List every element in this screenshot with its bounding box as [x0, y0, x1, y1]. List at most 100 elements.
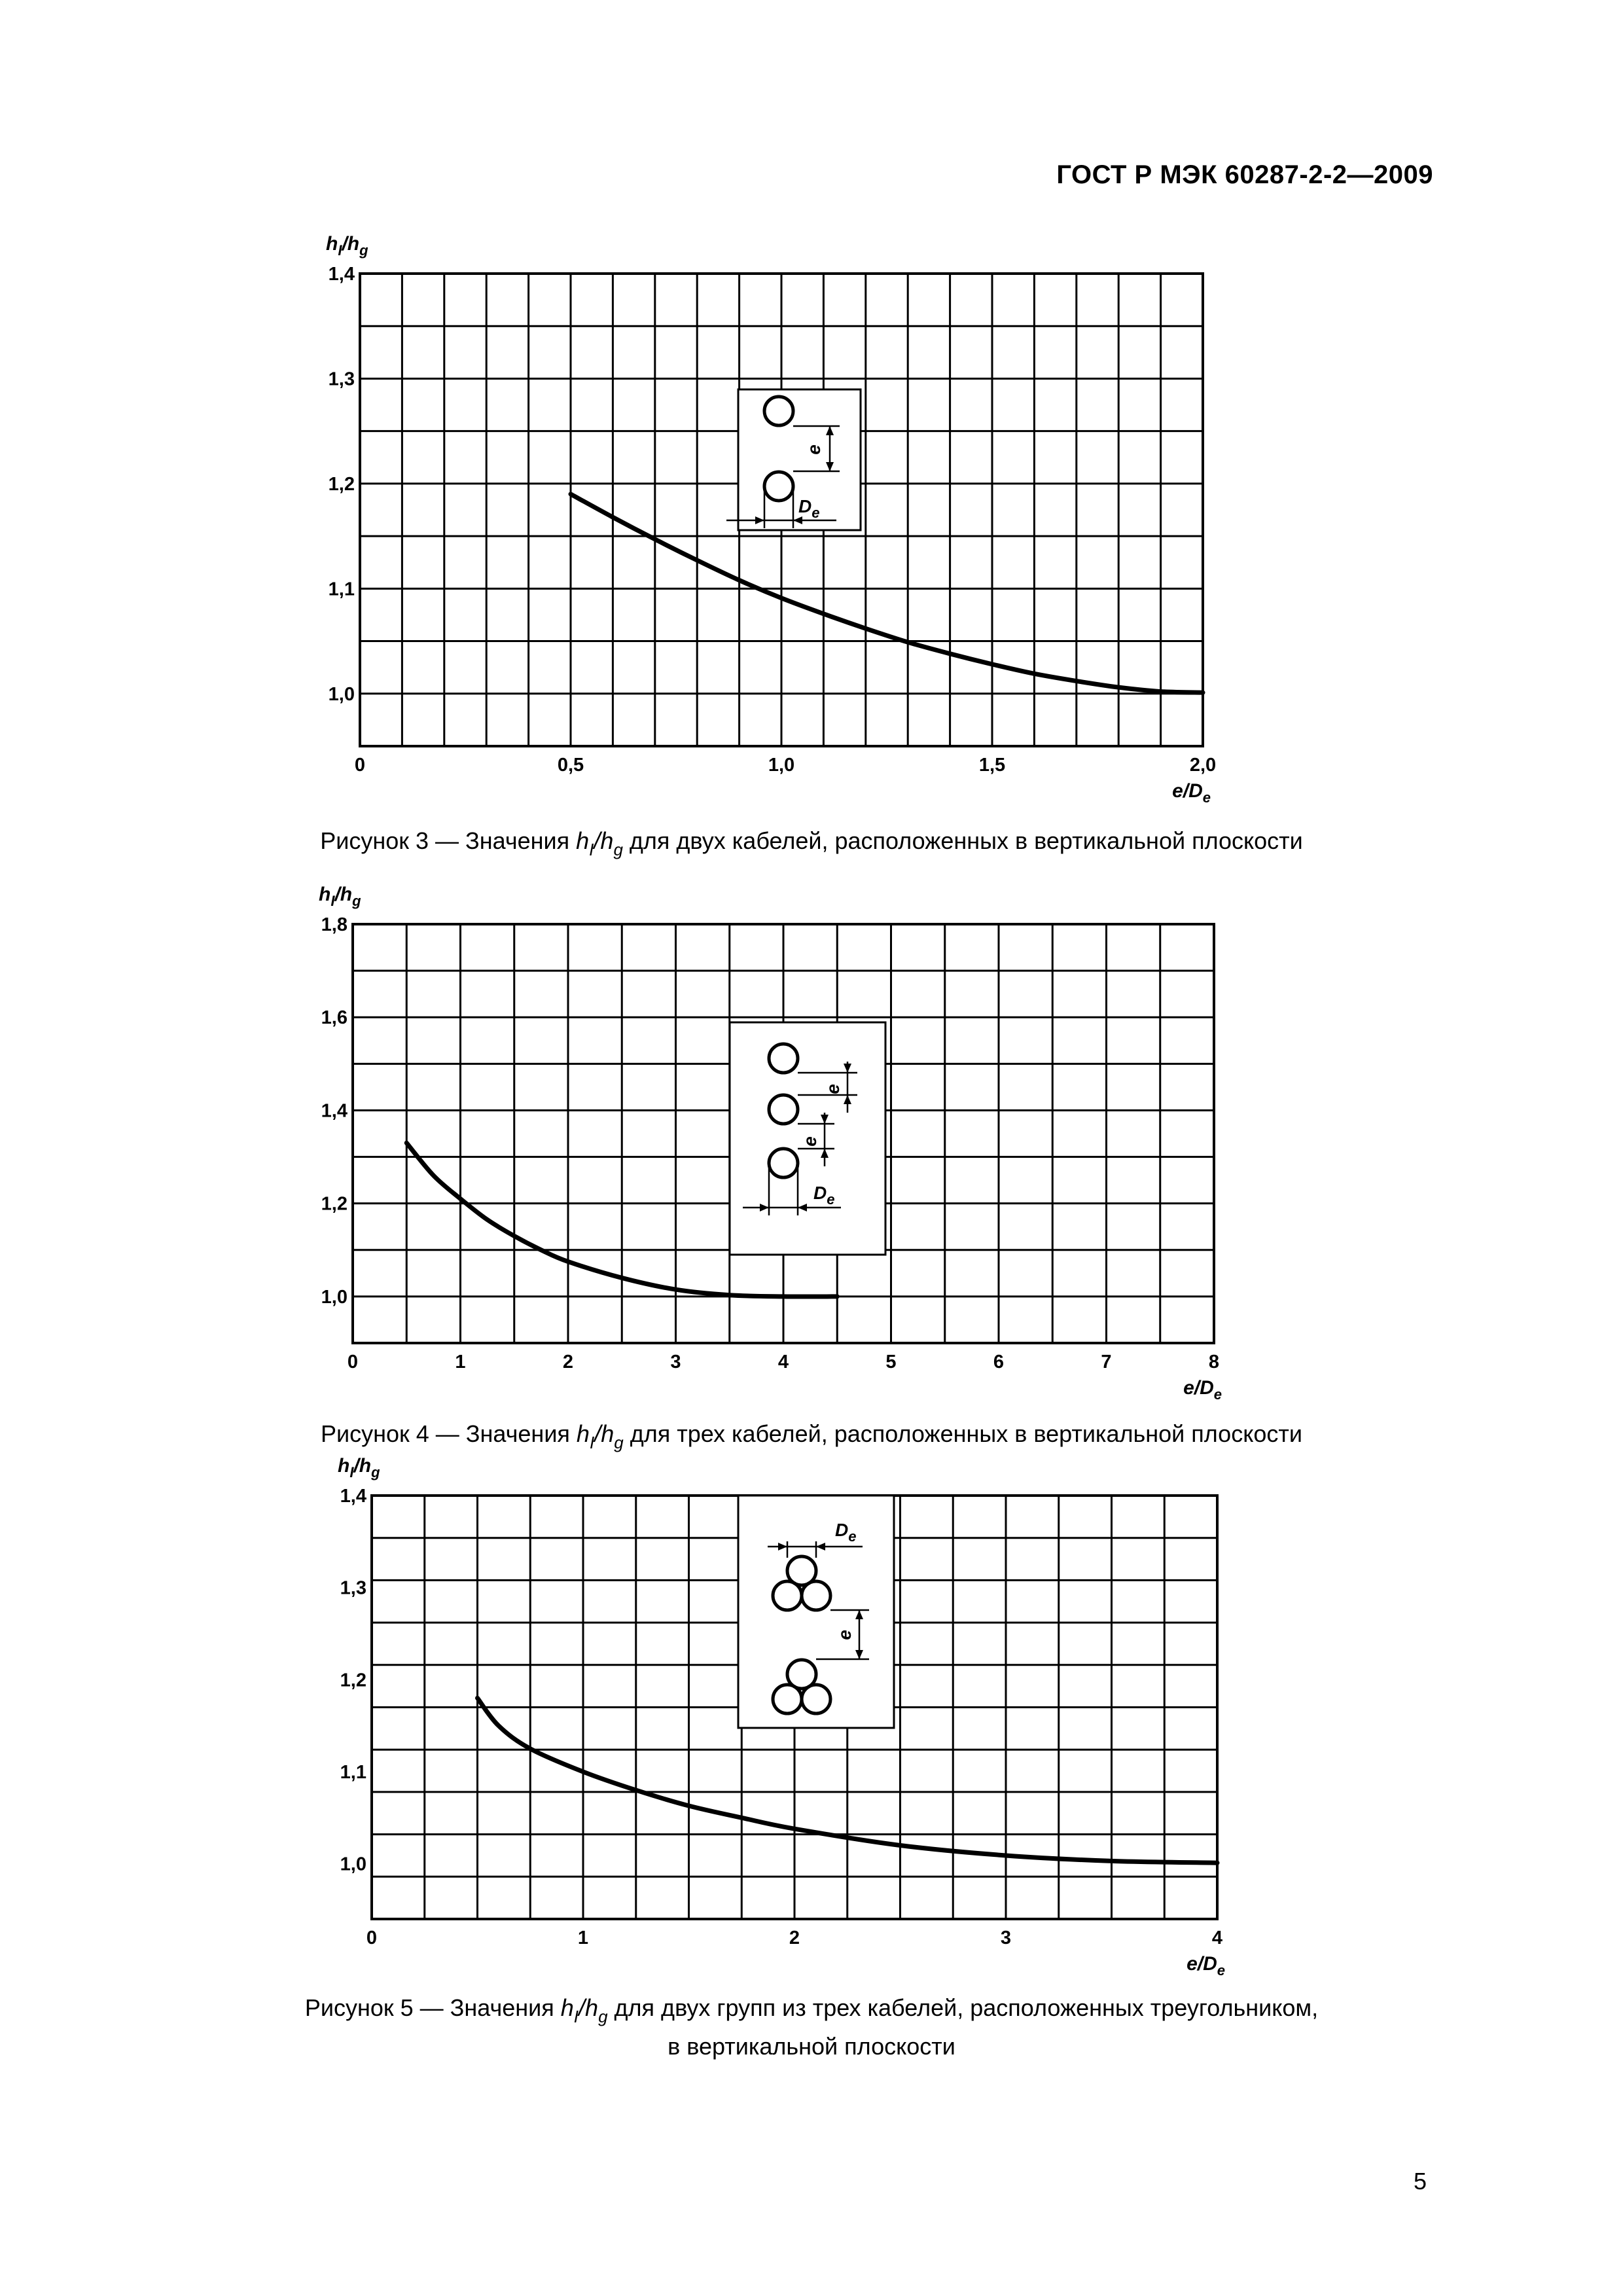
x-tick-label: 0,5: [558, 755, 584, 776]
inset-e-label: e: [804, 444, 824, 455]
x-tick-label: 0: [366, 1928, 377, 1948]
inset-box: [737, 388, 862, 531]
y-tick-label: 1,2: [329, 474, 355, 495]
x-tick-label: 3: [670, 1352, 681, 1372]
caption-text-after: для двух групп из трех кабелей, располож…: [607, 1994, 1319, 2021]
x-tick-label: 2: [563, 1352, 573, 1372]
y-tick-label: 1,1: [329, 579, 355, 600]
x-tick-label: 5: [885, 1352, 896, 1372]
y-axis-label-sub-g: g: [370, 1464, 380, 1480]
caption-h: h: [576, 827, 590, 854]
inset-e-label: e: [800, 1136, 820, 1147]
x-axis-label-main: e/D: [1183, 1377, 1214, 1399]
caption-text-before: Рисунок 4 — Значения: [321, 1420, 577, 1447]
plot-frame: [359, 272, 1204, 747]
caption-h: h: [560, 1994, 574, 2021]
caption-sub-g: g: [598, 2007, 608, 2026]
page-number: 5: [1413, 2168, 1427, 2195]
y-axis-label-sub-i: I: [330, 893, 335, 909]
arrowhead: [798, 1204, 807, 1211]
y-axis-label: hI/hg: [319, 884, 361, 909]
inset-de-main: D: [798, 496, 812, 516]
y-axis-label-h2: h: [340, 884, 352, 905]
y-tick-label: 1,2: [321, 1194, 348, 1215]
inset-de-sub: e: [827, 1191, 834, 1208]
cable-circle: [800, 1683, 832, 1715]
series-line: [475, 1695, 1220, 1865]
arrowhead: [821, 1115, 829, 1124]
x-axis-label-sub: e: [1217, 1962, 1225, 1979]
x-axis-label: e/De: [1186, 1953, 1225, 1979]
caption-slash: /: [594, 1420, 601, 1447]
figure-4-caption: Рисунок 4 — Значения hI/hg для трех кабе…: [0, 1419, 1623, 1458]
y-tick-label: 1,6: [321, 1007, 348, 1028]
y-tick-label: 1,0: [340, 1854, 366, 1875]
arrowhead: [760, 1204, 769, 1211]
series-line: [404, 1140, 840, 1299]
y-tick-label: 1,0: [321, 1287, 348, 1308]
x-tick-label: 1,0: [768, 755, 794, 776]
caption-h2: h: [600, 827, 614, 854]
arrowhead: [855, 1610, 863, 1619]
y-tick-label: 1,3: [329, 368, 355, 389]
caption-text-after: для двух кабелей, расположенных в вертик…: [622, 827, 1303, 854]
arrowhead: [855, 1650, 863, 1659]
inset-de-label: De: [813, 1183, 834, 1208]
inset-de-label: De: [798, 496, 819, 521]
caption-sub-i: I: [589, 840, 594, 859]
x-tick-label: 2,0: [1190, 755, 1216, 776]
y-axis-label-sub-g: g: [359, 242, 368, 259]
arrowhead: [793, 516, 802, 524]
arrowhead: [821, 1149, 829, 1158]
y-axis-label-slash: /: [333, 884, 342, 905]
x-tick-label: 1: [578, 1928, 588, 1948]
y-axis-label-sub-i: I: [338, 242, 342, 259]
caption-line-2: в вертикальной плоскости: [668, 2033, 955, 2060]
y-axis-label-h2: h: [348, 233, 359, 255]
caption-slash: /: [579, 1994, 586, 2021]
y-axis-label: hI/hg: [338, 1455, 380, 1480]
inset-diagram: e De: [726, 388, 862, 531]
y-tick-label: 1,4: [321, 1100, 348, 1121]
arrowhead: [844, 1064, 851, 1073]
caption-sub-i: I: [573, 2007, 579, 2026]
x-tick-label: 3: [1001, 1928, 1011, 1948]
y-axis-label-sub-g: g: [351, 893, 361, 909]
inset-e-label: e: [823, 1084, 843, 1094]
inset-de-main: D: [835, 1520, 848, 1540]
y-tick-label: 1,4: [340, 1486, 366, 1507]
x-tick-label: 1: [455, 1352, 465, 1372]
x-tick-label: 0: [355, 755, 365, 776]
x-tick-label: 1,5: [979, 755, 1005, 776]
figure-5-caption: Рисунок 5 — Значения hI/hg для двух груп…: [0, 1993, 1623, 2062]
y-axis-label-h: h: [338, 1455, 349, 1477]
cable-circle: [800, 1579, 832, 1612]
x-axis-label-main: e/D: [1186, 1953, 1217, 1975]
x-axis-label: e/De: [1172, 780, 1211, 806]
cable-circle: [785, 1658, 818, 1691]
caption-h2: h: [585, 1994, 599, 2021]
caption-text-before: Рисунок 3 — Значения: [320, 827, 577, 854]
x-tick-label: 8: [1209, 1352, 1219, 1372]
x-tick-label: 4: [778, 1352, 789, 1372]
y-tick-label: 1,2: [340, 1670, 366, 1691]
caption-sub-i: I: [589, 1433, 595, 1452]
caption-h2: h: [601, 1420, 615, 1447]
x-axis-label: e/De: [1183, 1377, 1222, 1403]
inset-diagram: Dee: [737, 1494, 895, 1729]
arrowhead: [844, 1095, 851, 1104]
figure-3-caption: Рисунок 3 — Значения hI/hg для двух кабе…: [0, 826, 1623, 865]
arrowhead: [826, 462, 834, 471]
caption-text-after: для трех кабелей, расположенных в вертик…: [623, 1420, 1302, 1447]
x-tick-label: 0: [348, 1352, 358, 1372]
series-line: [568, 492, 1205, 695]
x-tick-label: 7: [1101, 1352, 1111, 1372]
y-axis-label-slash: /: [340, 233, 349, 255]
x-tick-label: 6: [993, 1352, 1004, 1372]
inset-de-main: D: [813, 1183, 827, 1203]
y-axis-label-h: h: [319, 884, 330, 905]
cable-circle: [767, 1042, 800, 1075]
